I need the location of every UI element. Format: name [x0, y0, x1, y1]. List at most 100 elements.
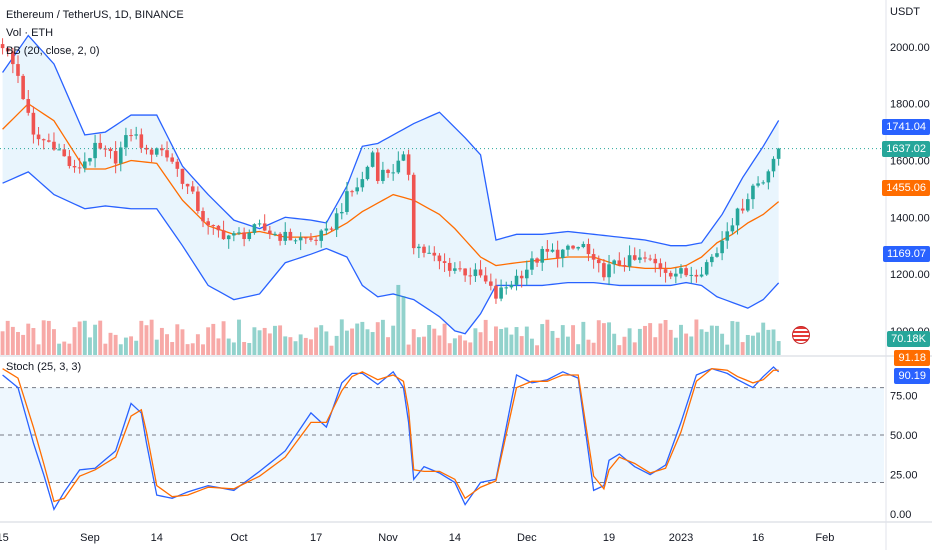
- candle-body: [761, 182, 766, 184]
- volume-bar: [416, 337, 421, 355]
- candle-body: [735, 208, 740, 226]
- price-tick-label: 2000.00: [890, 42, 930, 54]
- volume-bar: [622, 336, 627, 355]
- volume-bar: [303, 337, 308, 355]
- stoch-tick-label: 0.00: [890, 509, 911, 521]
- volume-bar: [283, 336, 288, 355]
- volume-bar: [216, 338, 221, 355]
- volume-bar: [576, 344, 581, 355]
- candle-body: [226, 235, 231, 240]
- stoch-tick-label: 75.00: [890, 391, 918, 403]
- candle-body: [334, 213, 339, 230]
- last-price-badge: 1637.02: [882, 141, 930, 157]
- volume-bar: [478, 332, 483, 355]
- volume-bar: [26, 323, 31, 355]
- volume-bar: [139, 320, 144, 355]
- volume-bar: [350, 328, 355, 355]
- volume-bar: [77, 321, 82, 355]
- candle-body: [494, 285, 498, 299]
- candle-body: [710, 256, 714, 263]
- stoch-legend: Stoch (25, 3, 3): [6, 361, 82, 373]
- candle-body: [41, 139, 46, 141]
- volume-bar: [601, 323, 606, 355]
- candle-body: [93, 142, 97, 159]
- candle-body: [221, 230, 226, 240]
- volume-bar: [406, 344, 411, 355]
- volume-bar: [529, 338, 534, 355]
- candle-body: [36, 134, 41, 140]
- volume-bar: [761, 322, 766, 355]
- candle-body: [746, 199, 750, 211]
- price-tick-label: 1200.00: [890, 269, 930, 281]
- candle-body: [88, 158, 92, 162]
- volume-bar: [437, 335, 442, 355]
- volume-bar: [108, 332, 113, 355]
- candle-body: [648, 258, 652, 260]
- candle-body: [411, 174, 416, 249]
- candle-body: [365, 166, 370, 180]
- volume-bar: [46, 320, 51, 355]
- volume-bar: [411, 329, 416, 355]
- candle-body: [11, 51, 15, 65]
- volume-bar: [113, 334, 118, 355]
- stoch-k-badge: 90.19: [894, 368, 930, 384]
- candle-body: [473, 269, 478, 277]
- flag-icon[interactable]: [792, 326, 810, 344]
- volume-bar: [298, 334, 303, 355]
- candle-body: [540, 248, 545, 263]
- currency-label: USDT: [890, 6, 920, 18]
- volume-bar: [257, 330, 262, 355]
- candle-body: [149, 149, 154, 155]
- candle-body: [118, 147, 123, 164]
- candle-body: [190, 186, 195, 192]
- candle-body: [273, 233, 277, 235]
- volume-bar: [308, 339, 313, 355]
- volume-bar: [442, 323, 447, 355]
- volume-bar: [463, 340, 468, 355]
- volume-bar: [72, 327, 77, 355]
- time-tick-label: 14: [151, 532, 163, 544]
- volume-bar: [545, 319, 550, 355]
- candle-body: [458, 268, 462, 270]
- volume-bar: [103, 343, 108, 355]
- volume-bar: [93, 324, 98, 355]
- candle-body: [422, 246, 426, 253]
- volume-bar: [5, 320, 10, 355]
- time-tick-label: Dec: [517, 532, 537, 544]
- candle-body: [715, 253, 719, 257]
- volume-bar: [715, 325, 719, 355]
- volume-bar: [740, 342, 745, 355]
- candle-body: [751, 185, 755, 200]
- candle-body: [98, 142, 103, 149]
- volume-bar: [344, 330, 349, 355]
- volume-bar: [488, 340, 493, 355]
- volume-bar: [473, 328, 478, 355]
- candle-body: [643, 257, 647, 259]
- volume-bar: [355, 323, 360, 355]
- candle-body: [596, 259, 601, 264]
- volume-bar: [699, 329, 704, 355]
- volume-bar: [87, 337, 92, 355]
- candle-body: [663, 269, 668, 273]
- stoch-tick-label: 50.00: [890, 430, 918, 442]
- candle-body: [26, 99, 31, 113]
- volume-bar: [211, 323, 216, 355]
- price-tick-label: 1800.00: [890, 99, 930, 111]
- candle-body: [566, 245, 570, 250]
- volume-bar: [365, 329, 370, 355]
- volume-bar: [144, 325, 149, 355]
- volume-bar: [704, 331, 709, 355]
- time-tick-label: Oct: [230, 532, 247, 544]
- volume-bar: [524, 326, 529, 355]
- volume-bar: [82, 320, 87, 355]
- volume-bar: [776, 341, 781, 355]
- candle-body: [237, 232, 241, 234]
- volume-bar: [627, 328, 632, 355]
- candle-body: [766, 171, 771, 183]
- candle-body: [103, 148, 108, 150]
- candle-body: [72, 166, 77, 168]
- candle-body: [530, 258, 534, 270]
- volume-bar: [237, 319, 241, 355]
- volume-bar: [586, 339, 591, 355]
